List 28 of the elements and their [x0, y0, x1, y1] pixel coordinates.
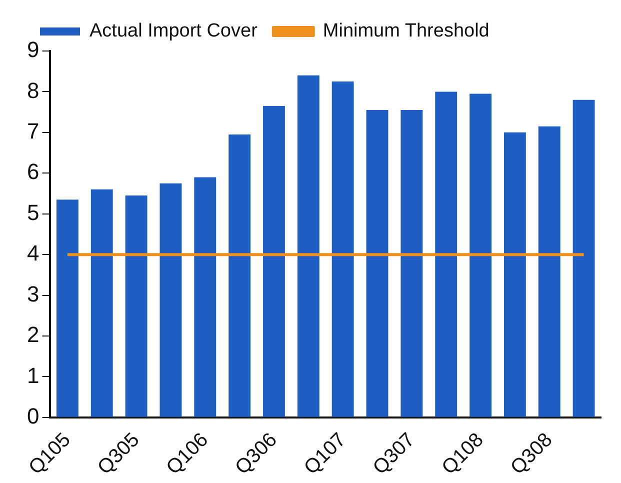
bar [400, 110, 423, 417]
y-tick-label: 8 [26, 78, 40, 103]
bar [297, 75, 320, 417]
legend-label: Actual Import Cover [90, 20, 258, 42]
y-tick-label: 4 [26, 240, 40, 266]
y-tick-label: 2 [26, 322, 40, 348]
bar [332, 82, 354, 417]
bar [504, 132, 526, 417]
bar [572, 100, 595, 417]
bar [538, 126, 560, 417]
bar [56, 200, 78, 417]
bar [263, 106, 285, 417]
bar [194, 177, 216, 417]
y-tick-label: 3 [26, 281, 40, 306]
y-tick-label: 6 [26, 159, 40, 184]
y-tick-label: 9 [26, 37, 40, 62]
bar [160, 183, 182, 417]
bar [125, 196, 148, 417]
y-tick-label: 0 [26, 403, 40, 428]
y-tick-label: 5 [26, 200, 40, 225]
bar [228, 134, 251, 417]
bar [435, 92, 458, 417]
legend-label: Minimum Threshold [322, 20, 490, 42]
bar [90, 189, 113, 417]
bar [470, 94, 492, 417]
y-tick-label: 7 [26, 118, 40, 144]
y-tick-label: 1 [26, 362, 40, 388]
bar [366, 110, 388, 417]
